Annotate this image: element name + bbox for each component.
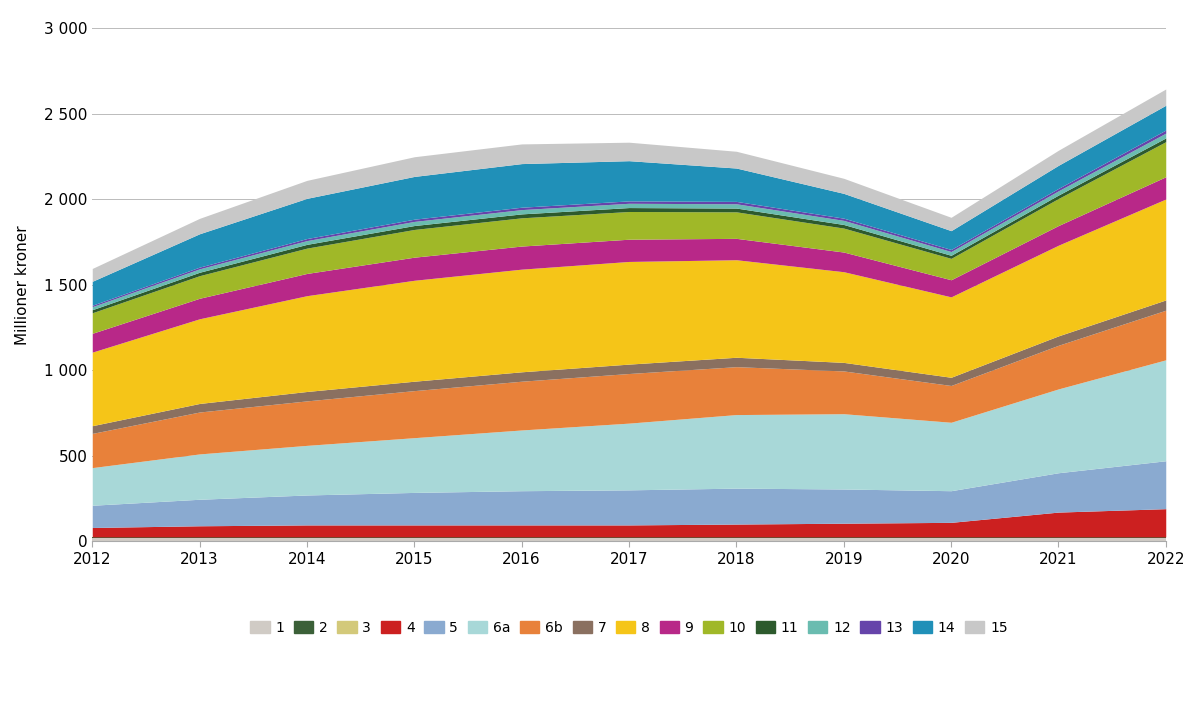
Y-axis label: Millioner kroner: Millioner kroner [14,225,30,345]
Legend: 1, 2, 3, 4, 5, 6a, 6b, 7, 8, 9, 10, 11, 12, 13, 14, 15: 1, 2, 3, 4, 5, 6a, 6b, 7, 8, 9, 10, 11, … [245,615,1013,640]
